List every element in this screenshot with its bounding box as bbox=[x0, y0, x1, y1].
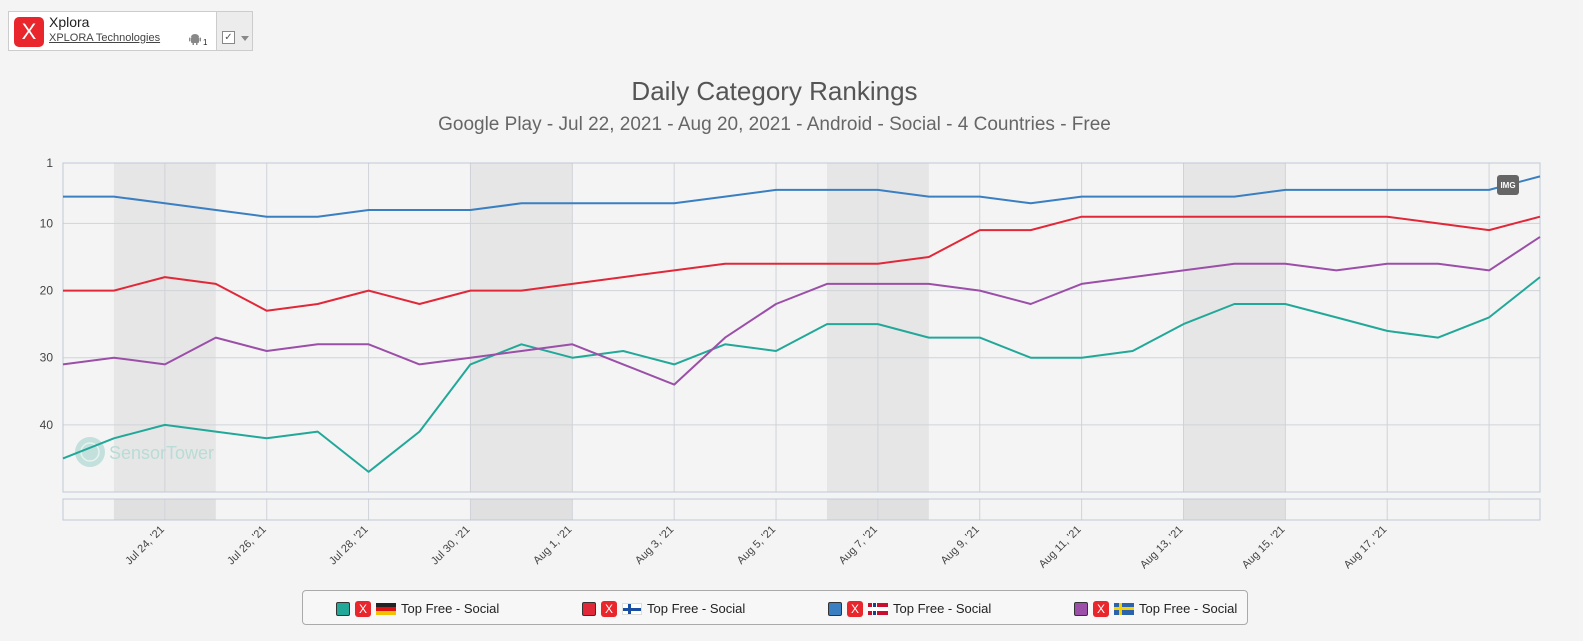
android-count: 1 bbox=[203, 38, 208, 47]
weekend-band bbox=[1183, 163, 1286, 492]
navigator-border[interactable] bbox=[62, 498, 1541, 521]
export-image-label: IMG bbox=[1500, 181, 1515, 190]
x-tick-label: Aug 15, '21 bbox=[1240, 524, 1288, 572]
legend-label: Top Free - Social bbox=[647, 601, 746, 616]
plot-border bbox=[62, 162, 1541, 493]
caret-down-icon[interactable] bbox=[241, 36, 249, 41]
x-tick-label: Aug 1, '21 bbox=[531, 524, 574, 567]
x-tick-label: Jul 24, '21 bbox=[123, 524, 167, 568]
series-line-sweden bbox=[62, 236, 1541, 386]
android-icon bbox=[189, 34, 201, 45]
app-icon: X bbox=[14, 17, 44, 47]
legend-label: Top Free - Social bbox=[893, 601, 992, 616]
series-line-norway bbox=[63, 175, 1541, 218]
app-mini-icon: X bbox=[1093, 601, 1109, 617]
y-tick-label: 10 bbox=[40, 216, 54, 230]
legend-item-norway[interactable]: X Top Free - Social bbox=[828, 591, 1028, 626]
series-line-finland bbox=[63, 215, 1541, 312]
y-tick-label: 30 bbox=[40, 351, 54, 365]
x-tick-label: Aug 17, '21 bbox=[1342, 524, 1390, 572]
checkbox-icon[interactable]: ✓ bbox=[222, 31, 235, 44]
export-image-button[interactable] bbox=[1497, 175, 1519, 195]
y-tick-label: 1 bbox=[46, 156, 53, 170]
watermark-text: SensorTower bbox=[109, 443, 214, 463]
legend-swatch bbox=[1074, 602, 1088, 616]
legend-item-sweden[interactable]: X Top Free - Social bbox=[1074, 591, 1274, 626]
chart-title: Daily Category Rankings bbox=[631, 76, 918, 106]
app-name: Xplora bbox=[49, 14, 90, 30]
x-tick-label: Aug 3, '21 bbox=[633, 524, 676, 567]
app-card[interactable]: X Xplora XPLORA Technologies 1 bbox=[8, 11, 217, 51]
developer-link[interactable]: XPLORA Technologies bbox=[49, 32, 161, 44]
app-mini-icon: X bbox=[847, 601, 863, 617]
app-mini-icon: X bbox=[601, 601, 617, 617]
x-tick-label: Jul 28, '21 bbox=[327, 524, 371, 568]
navigator-weekend-band bbox=[470, 499, 573, 520]
y-tick-label: 20 bbox=[40, 284, 54, 298]
x-tick-label: Aug 11, '21 bbox=[1037, 524, 1084, 571]
legend: X Top Free - Social X Top Free - Social … bbox=[302, 590, 1248, 625]
legend-swatch bbox=[336, 602, 350, 616]
legend-swatch bbox=[828, 602, 842, 616]
legend-label: Top Free - Social bbox=[1139, 601, 1238, 616]
x-tick-label: Aug 7, '21 bbox=[837, 524, 880, 567]
chart-subtitle: Google Play - Jul 22, 2021 - Aug 20, 202… bbox=[438, 114, 1111, 135]
x-tick-label: Jul 26, '21 bbox=[225, 524, 269, 568]
x-tick-label: Aug 5, '21 bbox=[735, 524, 778, 567]
legend-item-germany[interactable]: X Top Free - Social bbox=[336, 591, 536, 626]
legend-label: Top Free - Social bbox=[401, 601, 500, 616]
legend-item-finland[interactable]: X Top Free - Social bbox=[582, 591, 782, 626]
series-line-germany bbox=[62, 276, 1541, 473]
x-tick-label: Aug 9, '21 bbox=[939, 524, 982, 567]
legend-swatch bbox=[582, 602, 596, 616]
y-tick-label: 40 bbox=[40, 418, 54, 432]
norway-flag-icon bbox=[868, 603, 888, 615]
weekend-band bbox=[470, 163, 573, 492]
ranking-chart: 1 10 20 30 40 SensorTower IMG Jul 24, '21 Jul 26… bbox=[40, 156, 1541, 572]
app-mini-icon: X bbox=[355, 601, 371, 617]
navigator-weekend-band bbox=[1183, 499, 1286, 520]
germany-flag-icon bbox=[376, 603, 396, 615]
x-tick-label: Jul 30, '21 bbox=[429, 524, 473, 568]
finland-flag-icon bbox=[622, 603, 642, 615]
sweden-flag-icon bbox=[1114, 603, 1134, 615]
app-visibility-toggle[interactable]: ✓ bbox=[216, 11, 253, 51]
plot-area bbox=[63, 163, 1540, 492]
x-tick-label: Aug 13, '21 bbox=[1138, 524, 1186, 572]
